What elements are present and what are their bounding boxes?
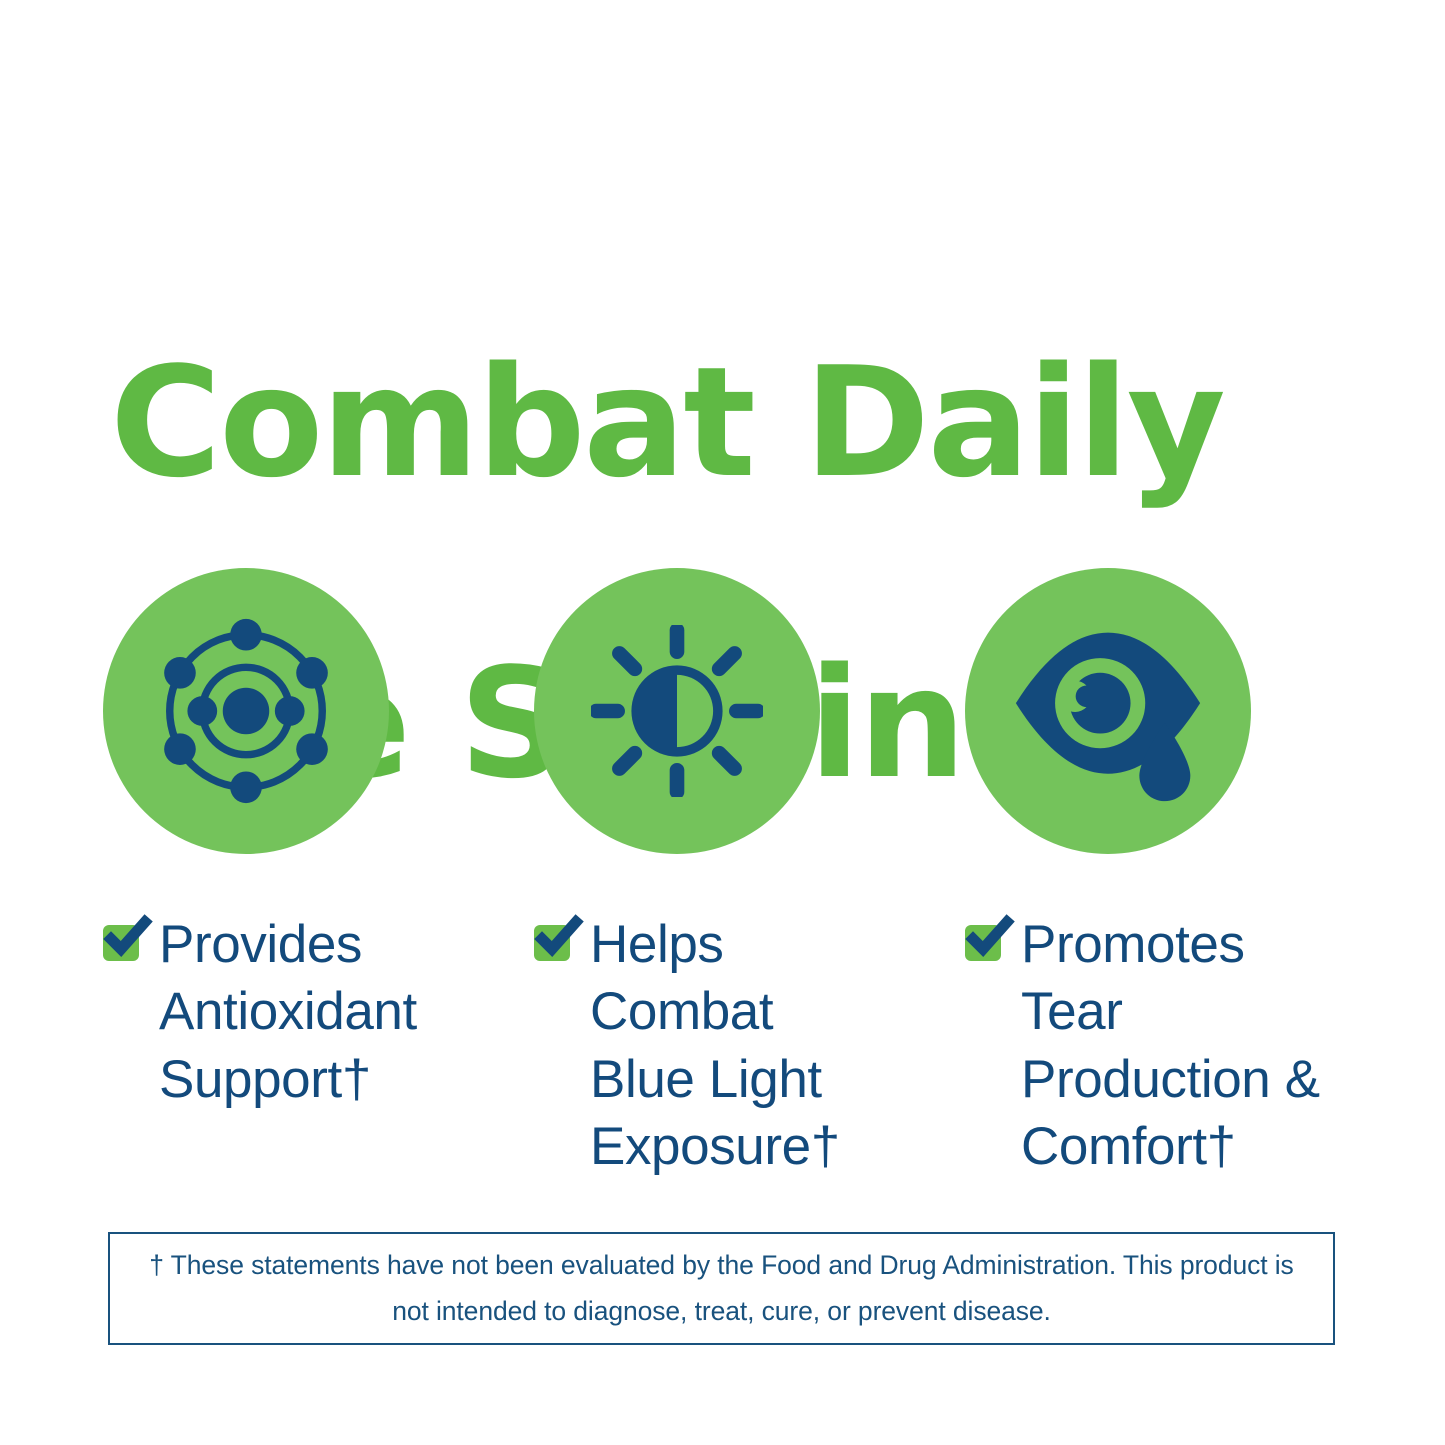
blue-light-brightness-icon (591, 625, 763, 797)
eye-tear-icon (1010, 613, 1206, 809)
disclaimer-text: † These statements have not been evaluat… (149, 1249, 1294, 1326)
feature-item-tear-production: Promotes Tear Production & Comfort† (965, 568, 1353, 1180)
checkmark-icon (103, 914, 153, 961)
checkmark-icon (965, 914, 1015, 961)
headline-line-1: Combat Daily (110, 334, 1226, 512)
antioxidant-icon-badge (103, 568, 389, 854)
feature-text-row: Helps Combat Blue Light Exposure† (534, 911, 840, 1180)
feature-item-antioxidant: Provides Antioxidant Support† (103, 568, 417, 1113)
feature-label: Provides Antioxidant Support† (159, 915, 417, 1109)
feature-label: Promotes Tear Production & Comfort† (1021, 915, 1320, 1176)
eye-icon-badge (965, 568, 1251, 854)
feature-text-row: Provides Antioxidant Support† (103, 911, 417, 1113)
blue-light-icon-badge (534, 568, 820, 854)
feature-label: Helps Combat Blue Light Exposure† (590, 915, 840, 1176)
feature-item-blue-light: Helps Combat Blue Light Exposure† (534, 568, 840, 1180)
disclaimer-box: † These statements have not been evaluat… (108, 1232, 1335, 1345)
checkmark-icon (534, 914, 584, 961)
feature-text-row: Promotes Tear Production & Comfort† (965, 911, 1353, 1180)
feature-list: Provides Antioxidant Support† (103, 568, 1353, 1180)
antioxidant-molecule-icon (153, 618, 339, 804)
